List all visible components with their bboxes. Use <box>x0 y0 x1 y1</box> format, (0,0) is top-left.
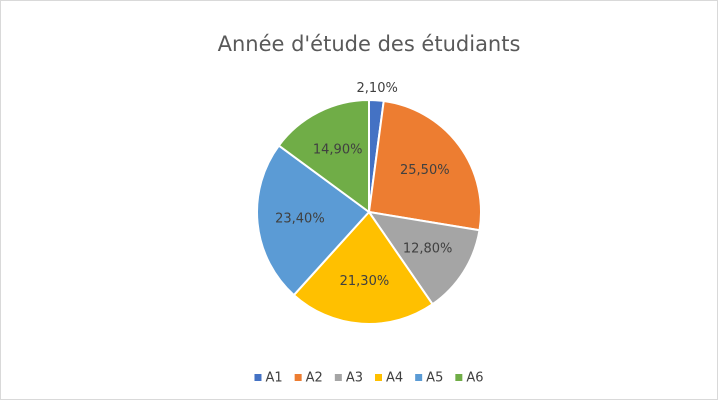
data-label: 23,40% <box>275 211 325 226</box>
legend-label: A1 <box>265 371 282 386</box>
legend-label: A3 <box>346 371 363 386</box>
legend-label: A6 <box>466 371 483 386</box>
chart-title: Année d'étude des étudiants <box>218 32 521 56</box>
pie-slice <box>292 210 434 325</box>
legend-swatch <box>455 374 463 381</box>
legend-swatch <box>415 374 423 381</box>
pie-slice <box>366 210 481 306</box>
data-label: 14,90% <box>313 143 363 158</box>
data-label: 2,10% <box>357 81 398 96</box>
pie-slice <box>277 98 370 214</box>
legend-swatch <box>254 374 262 381</box>
legend-label: A5 <box>426 371 443 386</box>
legend-swatch <box>294 374 302 381</box>
legend-label: A2 <box>306 371 323 386</box>
pie-slice <box>256 144 371 297</box>
data-label: 25,50% <box>400 163 450 178</box>
legend-label: A4 <box>386 371 403 386</box>
data-label: 21,30% <box>340 274 390 289</box>
pie-slice <box>367 99 482 232</box>
legend-swatch <box>334 374 342 381</box>
legend-swatch <box>375 374 382 381</box>
data-label: 12,80% <box>403 242 453 257</box>
